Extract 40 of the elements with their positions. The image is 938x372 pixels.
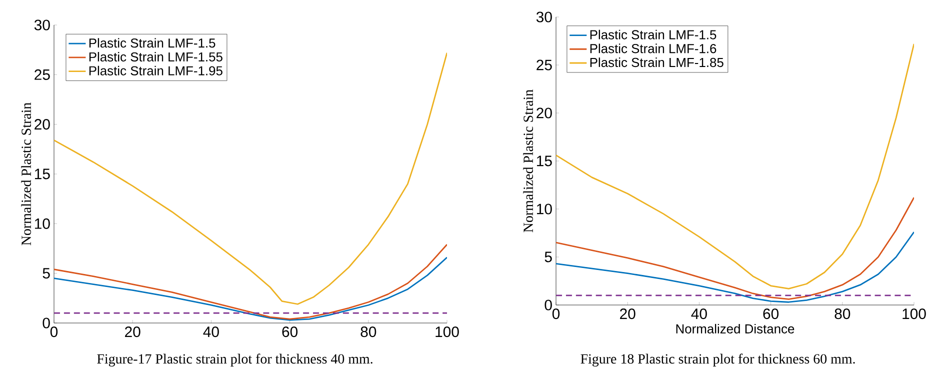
y-tick-label: 10 [537, 204, 552, 214]
y-tick-label: 15 [35, 168, 50, 180]
y-tick-label: 5 [544, 252, 552, 262]
x-axis-title: Normalized Distance [676, 324, 794, 334]
y-tick-label: 20 [34, 119, 50, 130]
legend-label: Plastic Strain LMF-1.95 [89, 66, 222, 76]
y-tick-label: 25 [536, 60, 552, 70]
x-tick-label: 80 [834, 308, 850, 320]
x-tick-label: 40 [203, 326, 219, 338]
x-tick-label: 80 [360, 326, 376, 338]
x-tick-label: 60 [763, 308, 779, 320]
y-tick-label: 25 [34, 69, 50, 80]
text: Figure-17 Plastic strain plot for thickness 40 mm. [97, 354, 372, 366]
y-tick-label: 30 [34, 20, 50, 30]
legend-label: Plastic Strain LMF-1.5 [89, 38, 216, 48]
caption: Figure 18 Plastic strain plot for thickness 60 mm. [580, 354, 855, 366]
y-tick-label: 30 [536, 12, 552, 22]
y-tick-label: 0 [544, 300, 552, 310]
y-tick-label: 0 [42, 318, 50, 328]
legend-label: Plastic Strain LMF-1.55 [89, 52, 222, 62]
legend-label: Plastic Strain LMF-1.5 [590, 30, 716, 40]
x-tick-label: 20 [620, 308, 636, 320]
legend-label: Plastic Strain LMF-1.6 [590, 44, 716, 54]
y-axis-title: Normalized Plastic Strain [21, 102, 32, 246]
y-tick-label: 20 [536, 108, 552, 118]
y-tick-label: 5 [42, 268, 50, 279]
x-tick-label: 0 [50, 326, 58, 338]
legend-label: Plastic Strain LMF-1.85 [590, 58, 724, 68]
x-tick-label: 60 [282, 326, 298, 338]
line-series [54, 52, 448, 305]
x-tick-label: 40 [691, 308, 707, 320]
line-series [556, 43, 914, 290]
x-tick-label: 20 [125, 326, 140, 338]
y-axis-title: Normalized Plastic Strain [523, 90, 534, 232]
y-tick-label: 10 [35, 218, 50, 229]
x-tick-label: 100 [902, 308, 926, 320]
x-tick-label: 100 [436, 326, 459, 338]
y-tick-label: 15 [537, 156, 552, 166]
x-tick-label: 0 [552, 308, 560, 320]
line-series [54, 244, 448, 320]
